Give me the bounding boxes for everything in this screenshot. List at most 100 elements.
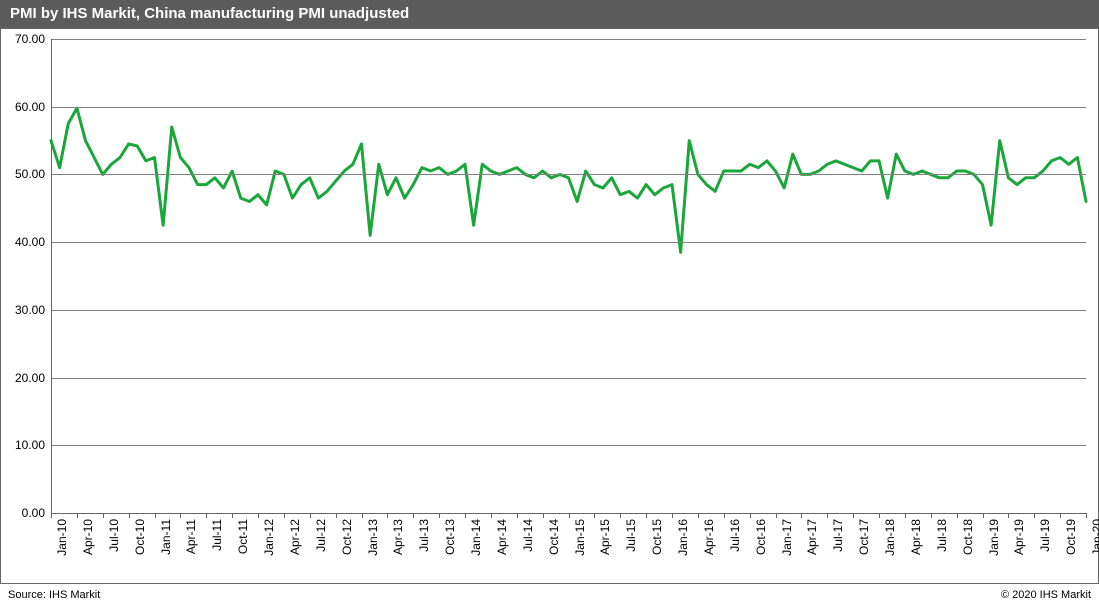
chart-title-bar: PMI by IHS Markit, China manufacturing P…	[0, 0, 1099, 28]
y-tick-label: 60.00	[15, 100, 45, 114]
x-tick	[129, 513, 130, 518]
x-tick-label: Jan-15	[573, 519, 587, 556]
x-tick-label: Apr-19	[1012, 519, 1026, 555]
x-tick-label: Oct-16	[754, 519, 768, 555]
x-tick	[957, 513, 958, 518]
x-tick	[258, 513, 259, 518]
x-tick	[931, 513, 932, 518]
x-tick	[77, 513, 78, 518]
x-tick-label: Jul-19	[1038, 519, 1052, 552]
x-tick	[620, 513, 621, 518]
x-axis: Jan-10 Apr-10 Jul-10 Oct-10 Jan-11 Apr-11 Jul-…	[51, 513, 1086, 583]
x-tick-label: Apr-12	[288, 519, 302, 555]
x-tick-label: Jan-19	[987, 519, 1001, 556]
y-tick-label: 30.00	[15, 303, 45, 317]
x-tick	[1008, 513, 1009, 518]
grid-line	[51, 378, 1086, 379]
y-tick-label: 40.00	[15, 235, 45, 249]
x-tick	[594, 513, 595, 518]
x-tick-label: Jul-14	[521, 519, 535, 552]
plot-area: 0.0010.0020.0030.0040.0050.0060.0070.00	[51, 39, 1086, 513]
x-tick	[724, 513, 725, 518]
x-tick	[698, 513, 699, 518]
x-tick-label: Oct-11	[236, 519, 250, 554]
x-tick-label: Apr-11	[184, 519, 198, 554]
x-tick-label: Apr-17	[805, 519, 819, 555]
x-tick	[750, 513, 751, 518]
x-tick	[1060, 513, 1061, 518]
pmi-line	[51, 108, 1086, 252]
x-tick-label: Jul-10	[107, 519, 121, 552]
source-label: Source: IHS Markit	[8, 589, 100, 601]
x-tick-label: Jan-13	[366, 519, 380, 556]
x-tick-label: Jul-11	[210, 519, 224, 551]
x-tick-label: Apr-13	[391, 519, 405, 555]
x-tick	[1034, 513, 1035, 518]
x-tick	[491, 513, 492, 518]
y-tick-label: 20.00	[15, 371, 45, 385]
x-tick-label: Jul-17	[831, 519, 845, 552]
x-tick-label: Apr-15	[598, 519, 612, 555]
x-tick	[853, 513, 854, 518]
x-tick-label: Jul-12	[314, 519, 328, 552]
x-tick-label: Oct-19	[1064, 519, 1078, 555]
x-tick	[387, 513, 388, 518]
x-tick	[517, 513, 518, 518]
x-tick	[1086, 513, 1087, 518]
x-tick-label: Jan-18	[883, 519, 897, 556]
grid-line	[51, 242, 1086, 243]
x-tick	[284, 513, 285, 518]
x-tick-label: Oct-13	[443, 519, 457, 555]
x-tick	[310, 513, 311, 518]
x-tick-label: Jan-14	[469, 519, 483, 556]
x-tick-label: Apr-18	[909, 519, 923, 555]
x-tick-label: Apr-16	[702, 519, 716, 555]
chart-body: 0.0010.0020.0030.0040.0050.0060.0070.00 …	[0, 28, 1099, 584]
chart-footer: Source: IHS Markit © 2020 IHS Markit	[0, 584, 1099, 606]
x-tick-label: Jan-16	[676, 519, 690, 556]
y-tick-label: 50.00	[15, 167, 45, 181]
x-tick	[905, 513, 906, 518]
x-tick	[569, 513, 570, 518]
x-tick-label: Apr-10	[81, 519, 95, 555]
x-tick-label: Oct-10	[133, 519, 147, 555]
chart-container: PMI by IHS Markit, China manufacturing P…	[0, 0, 1099, 606]
x-tick	[465, 513, 466, 518]
x-tick	[206, 513, 207, 518]
x-tick	[983, 513, 984, 518]
grid-line	[51, 310, 1086, 311]
copyright-label: © 2020 IHS Markit	[1001, 584, 1091, 606]
x-tick	[51, 513, 52, 518]
x-tick	[155, 513, 156, 518]
y-tick-label: 10.00	[15, 438, 45, 452]
x-tick	[879, 513, 880, 518]
y-tick-label: 70.00	[15, 32, 45, 46]
x-tick-label: Jan-17	[780, 519, 794, 556]
x-tick-label: Jan-10	[55, 519, 69, 556]
x-tick-label: Apr-14	[495, 519, 509, 555]
x-tick-label: Jul-18	[935, 519, 949, 552]
x-tick-label: Oct-14	[547, 519, 561, 555]
x-tick-label: Jul-16	[728, 519, 742, 552]
chart-title: PMI by IHS Markit, China manufacturing P…	[10, 5, 409, 22]
x-tick	[180, 513, 181, 518]
x-tick-label: Oct-18	[961, 519, 975, 555]
x-tick	[672, 513, 673, 518]
x-tick-label: Oct-17	[857, 519, 871, 555]
x-tick	[336, 513, 337, 518]
x-tick-label: Jan-12	[262, 519, 276, 556]
x-tick	[103, 513, 104, 518]
x-tick	[646, 513, 647, 518]
grid-line	[51, 39, 1086, 40]
x-tick	[776, 513, 777, 518]
x-tick-label: Jan-11	[159, 519, 173, 555]
x-tick	[543, 513, 544, 518]
x-tick-label: Jul-13	[417, 519, 431, 552]
grid-line	[51, 107, 1086, 108]
x-tick-label: Jul-15	[624, 519, 638, 552]
x-tick	[232, 513, 233, 518]
x-tick-label: Jan-20	[1090, 519, 1099, 556]
x-tick	[413, 513, 414, 518]
x-tick-label: Oct-15	[650, 519, 664, 555]
grid-line	[51, 174, 1086, 175]
